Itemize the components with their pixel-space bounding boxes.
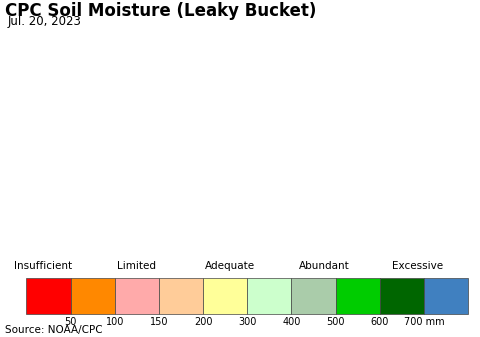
Bar	[380, 278, 424, 314]
Text: 100: 100	[106, 317, 124, 327]
Text: Adequate: Adequate	[205, 261, 255, 271]
Bar	[424, 278, 468, 314]
Text: 500: 500	[326, 317, 345, 327]
Text: 300: 300	[238, 317, 256, 327]
Text: 200: 200	[194, 317, 212, 327]
Text: Source: NOAA/CPC: Source: NOAA/CPC	[5, 325, 102, 335]
Bar	[115, 278, 159, 314]
Text: 150: 150	[150, 317, 168, 327]
Text: Abundant: Abundant	[299, 261, 349, 271]
Text: Insufficient: Insufficient	[14, 261, 72, 271]
Text: Jul. 20, 2023: Jul. 20, 2023	[7, 15, 81, 28]
Text: 50: 50	[64, 317, 77, 327]
Bar	[26, 278, 71, 314]
Text: 400: 400	[282, 317, 300, 327]
Bar	[336, 278, 380, 314]
Bar	[203, 278, 247, 314]
Text: Excessive: Excessive	[392, 261, 443, 271]
Text: Limited: Limited	[117, 261, 156, 271]
Text: CPC Soil Moisture (Leaky Bucket): CPC Soil Moisture (Leaky Bucket)	[5, 2, 316, 20]
Bar	[159, 278, 203, 314]
Bar	[247, 278, 291, 314]
Text: 700 mm: 700 mm	[404, 317, 444, 327]
Text: 600: 600	[371, 317, 389, 327]
Bar	[71, 278, 115, 314]
Bar	[291, 278, 336, 314]
